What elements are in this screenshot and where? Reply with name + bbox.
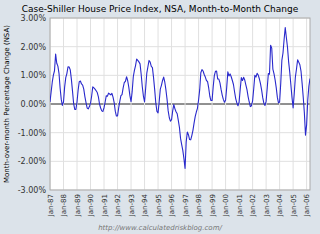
y-grid-line <box>50 104 310 105</box>
x-tick-label: Jan-00 <box>222 194 230 217</box>
x-tick-label: Jan-89 <box>74 194 82 217</box>
x-grid-line <box>144 18 145 190</box>
x-tick-label: Jan-03 <box>263 194 271 217</box>
x-tick-label: Jan-90 <box>87 194 95 217</box>
y-tick-label: 3.00% <box>21 14 47 23</box>
y-axis-label: Month-over-month Percentage Change (NSA) <box>3 25 11 183</box>
y-tick-label: 0.00% <box>21 100 47 109</box>
x-tick-label: Jan-02 <box>249 194 257 217</box>
x-tick-label: Jan-87 <box>47 194 55 217</box>
y-tick-label: -1.00% <box>18 129 47 138</box>
x-tick-label: Jan-93 <box>128 194 136 217</box>
y-tick-label: -2.00% <box>18 157 47 166</box>
x-grid-line <box>117 18 118 190</box>
plot-frame <box>50 18 310 190</box>
x-tick-label: Jan-91 <box>101 194 109 217</box>
x-tick-label: Jan-98 <box>195 194 203 217</box>
y-grid-line <box>50 75 310 76</box>
y-tick-label: 1.00% <box>21 71 47 80</box>
chart: -3.00% -2.00% -1.00% 0.00% 1.00% 2.00% 3.00% Ja… <box>0 0 320 234</box>
data-line <box>50 27 310 168</box>
x-grid-line <box>131 18 132 190</box>
x-tick-label: Jan-96 <box>168 193 176 217</box>
y-tick-label: 2.00% <box>21 43 47 52</box>
line-group <box>50 27 310 168</box>
x-tick-label: Jan-99 <box>209 194 217 217</box>
title: Case-Shiller House Price Index, NSA, Mon… <box>22 4 299 14</box>
x-tick-label: Jan-88 <box>60 194 68 217</box>
x-tick-label: Jan-94 <box>141 193 149 217</box>
x-tick-label: Jan-95 <box>155 194 163 217</box>
x-tick-label: Jan-04 <box>276 193 284 217</box>
y-grid-line <box>50 161 310 162</box>
x-tick-label: Jan-06 <box>303 193 311 217</box>
zero-line <box>50 104 310 105</box>
x-tick-label: Jan-97 <box>182 194 190 217</box>
x-grid-line <box>171 18 172 190</box>
x-tick-label: Jan-05 <box>290 194 298 217</box>
x-grid-line <box>212 18 213 190</box>
y-tick-label: -3.00% <box>18 186 47 195</box>
x-grid-line <box>279 18 280 190</box>
x-tick-label: Jan-92 <box>114 194 122 217</box>
x-grid-line <box>306 18 307 190</box>
plot-area <box>50 18 310 190</box>
watermark: http://www.calculatedriskblog.com/ <box>98 224 222 232</box>
x-tick-label: Jan-01 <box>236 194 244 217</box>
x-grid-line <box>225 18 226 190</box>
